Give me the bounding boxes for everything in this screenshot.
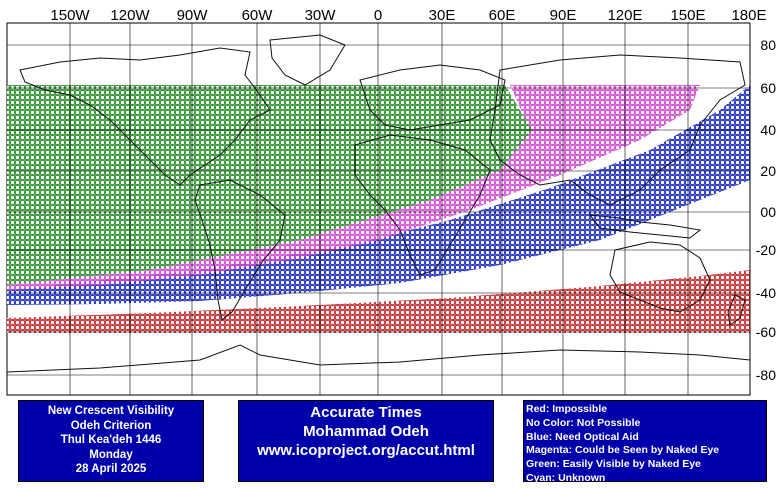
longitude-label: 30E [429,7,456,24]
longitude-labels: 150W 120W 90W 60W 30W 0 30E 60E 90E 120E 150E 180E [50,7,766,24]
europe-outline [359,64,506,131]
antarctica-outline [7,344,750,373]
longitude-label: 120E [607,7,642,24]
latitude-label: 80 [760,37,776,53]
legend-box: Red: Impossible No Color: Not Possible B… [523,400,767,484]
longitude-label: 90E [550,7,577,24]
latitude-label: -80 [756,367,776,383]
legend-cyan: Cyan: Unknown [526,471,606,484]
latitude-label: -20 [756,242,776,258]
legend-blue: Blue: Need Optical Aid [526,430,639,443]
legend-red: Red: Impossible [526,403,608,415]
indonesia-outline [588,214,702,239]
info-url[interactable]: www.icoproject.org/accut.html [257,442,475,459]
longitude-label: 90W [177,7,209,24]
latitude-label: -40 [756,285,776,301]
legend-magenta: Magenta: Could be Seen by Naked Eye [526,444,720,457]
australia-outline [609,241,711,313]
south-america-outline [194,179,286,321]
longitude-label: 150E [670,7,705,24]
info-month: Thul Kea'deh 1446 [60,434,162,446]
longitude-label: 0 [374,7,382,24]
zone-green [7,85,532,285]
zone-red [7,270,750,333]
info-date: 28 April 2025 [75,463,147,475]
asia-outline [489,54,746,206]
info-box-criterion: New Crescent Visibility Odeh Criterion T… [18,400,204,482]
latitude-label: -60 [756,324,776,340]
legend-none: No Color: Not Possible [526,416,641,429]
legend-green: Green: Easily Visible by Naked Eye [526,458,701,471]
longitude-label: 180E [731,7,766,24]
continent-outlines [7,34,750,373]
north-america-outline [19,47,271,186]
greenland-outline [269,34,346,86]
latitude-label: 60 [760,80,776,96]
map-gridlines [7,23,750,395]
longitude-label: 120W [110,7,150,24]
new-zealand-outline [727,294,746,326]
longitude-label: 60E [489,7,516,24]
latitude-label: 20 [760,163,776,179]
africa-outline [354,134,491,276]
info-author: Mohammad Odeh [303,423,429,440]
longitude-label: 150W [50,7,90,24]
latitude-labels: 80 60 40 20 00 -20 -40 -60 -80 [756,37,776,383]
info-criterion: Odeh Criterion [70,419,152,432]
info-accurate-times: Accurate Times [310,404,422,421]
longitude-label: 30W [305,7,337,24]
info-weekday: Monday [89,448,133,461]
info-box-author: Accurate Times Mohammad Odeh www.icoproj… [238,400,494,482]
info-title: New Crescent Visibility [47,405,175,417]
latitude-label: 00 [760,204,776,220]
longitude-label: 60W [242,7,274,24]
latitude-label: 40 [760,122,776,138]
